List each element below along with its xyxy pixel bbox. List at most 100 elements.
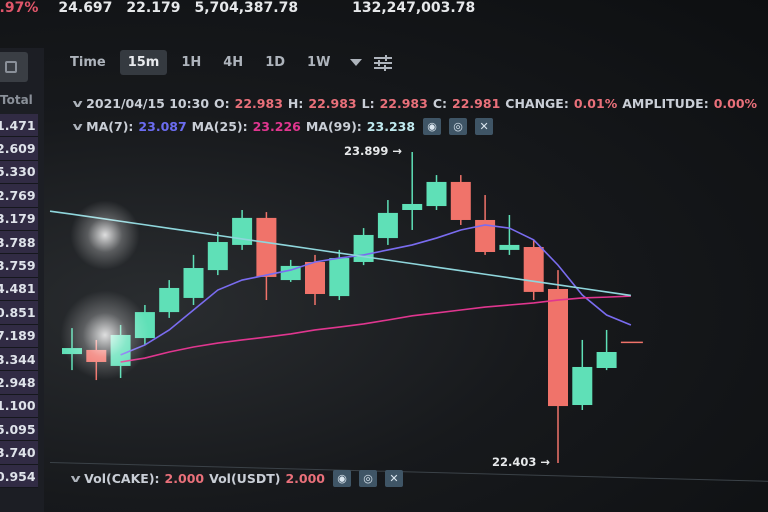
low-label: L: [361, 96, 375, 111]
candle-body [183, 268, 204, 298]
tab-4h[interactable]: 4H [223, 55, 244, 70]
ticker-volume-base: 5,704,387.78 [194, 0, 299, 16]
orderbook-row[interactable]: 3.759 [0, 254, 38, 278]
candle-body [548, 289, 568, 407]
chevron-down-icon[interactable]: v [72, 97, 83, 110]
candle-body [475, 219, 496, 252]
max-price-label: 23.899 [344, 144, 389, 158]
candle-body [523, 247, 544, 292]
ticker-volume-quote: 132,247,003.78 [352, 0, 476, 16]
triangle-down-icon[interactable] [350, 59, 363, 66]
ma25-value: 23.226 [252, 119, 301, 134]
eye-icon[interactable]: ◉ [423, 118, 442, 135]
candle-body [256, 217, 277, 277]
orderbook-row[interactable]: 3.179 [0, 207, 38, 231]
ma7-line [120, 224, 632, 356]
candle-body [572, 366, 593, 406]
min-price-label: 22.403 [492, 455, 537, 469]
light-reflection [70, 200, 140, 270]
ohlc-date: 2021/04/15 10:30 [86, 96, 210, 111]
orderbook-row[interactable]: 4.481 [0, 277, 38, 302]
orderbook-row[interactable]: 5.095 [0, 418, 38, 442]
candle-body [450, 181, 471, 220]
close-label: C: [432, 96, 448, 111]
orderbook-row[interactable]: 2.948 [0, 371, 38, 395]
volume-legend: v Vol(CAKE): 2.000 Vol(USDT) 2.000 ◉ ◎ ✕ [70, 470, 403, 487]
eye-icon[interactable]: ◉ [333, 470, 351, 487]
high-value: 22.983 [308, 96, 357, 111]
max-price-annotation: 23.899 → [344, 144, 402, 158]
tab-1h[interactable]: 1H [181, 55, 202, 70]
amplitude-label: AMPLITUDE: [622, 96, 709, 111]
tab-time[interactable]: Time [70, 55, 106, 70]
ticker-low: 22.179 [126, 0, 181, 16]
amplitude-value: 0.00% [713, 96, 758, 111]
tab-1w[interactable]: 1W [307, 55, 331, 70]
candle-body [499, 244, 520, 250]
orderbook-panel: Total 1.471 2.609 5.330 2.769 3.179 3.788 3.75… [0, 48, 44, 512]
ma99-line [49, 210, 632, 297]
orderbook-rows: 1.471 2.609 5.330 2.769 3.179 3.788 3.759 4.481… [0, 114, 38, 489]
ma-legend: v MA(7): 23.087 MA(25): 23.226 MA(99): 23.2… [72, 118, 494, 135]
orderbook-row[interactable]: 1.471 [0, 114, 38, 138]
ma99-value: 23.238 [366, 119, 416, 134]
vol-usdt-label: Vol(USDT) [209, 471, 281, 486]
candle-body [159, 287, 180, 313]
tab-15m[interactable]: 15m [119, 50, 168, 75]
arrow-right-icon: → [540, 455, 551, 469]
candle-body [232, 217, 253, 245]
close-icon[interactable]: ✕ [475, 118, 494, 135]
change-label: CHANGE: [505, 96, 569, 111]
orderbook-total-header: Total [0, 93, 33, 107]
ticker-bar: -5.97% 24.697 22.179 5,704,387.78 132,24… [0, 0, 475, 18]
min-price-annotation: 22.403 → [492, 455, 550, 469]
orderbook-layout-button[interactable] [0, 52, 28, 82]
ticker-change: -5.97% [0, 0, 39, 16]
vol-cake-label: Vol(CAKE): [84, 471, 160, 486]
ma25-line [120, 295, 631, 363]
layout-icon [5, 61, 17, 73]
open-value: 22.983 [234, 96, 283, 111]
settings-icon[interactable]: ◎ [449, 118, 468, 135]
chevron-down-icon[interactable]: v [72, 120, 83, 133]
candle-body [280, 265, 301, 281]
ticker-high: 24.697 [58, 0, 113, 16]
orderbook-row[interactable]: 5.330 [0, 160, 38, 185]
orderbook-row[interactable]: 7.189 [0, 324, 38, 348]
ma25-label: MA(25): [191, 119, 248, 134]
high-label: H: [287, 96, 304, 111]
light-reflection [60, 290, 150, 380]
orderbook-row[interactable]: 2.769 [0, 184, 38, 208]
candle-body [402, 203, 423, 211]
chevron-down-icon[interactable]: v [70, 472, 81, 485]
orderbook-row[interactable]: 3.740 [0, 441, 38, 465]
ma7-value: 23.087 [138, 119, 187, 134]
sliders-icon[interactable] [374, 54, 393, 71]
vol-usdt-value: 2.000 [285, 471, 325, 486]
arrow-right-icon: → [392, 144, 403, 158]
candle-body [207, 242, 228, 271]
orderbook-row[interactable]: 3.788 [0, 230, 38, 255]
candle-body [329, 258, 350, 297]
candle-body [305, 261, 325, 294]
settings-icon[interactable]: ◎ [359, 470, 377, 487]
interval-toolbar: Time 15m 1H 4H 1D 1W [62, 50, 393, 75]
ohlc-legend: v 2021/04/15 10:30 O: 22.983 H: 22.983 L: 2… [72, 96, 758, 111]
orderbook-row[interactable]: 3.344 [0, 347, 38, 372]
open-label: O: [214, 96, 230, 111]
vol-cake-value: 2.000 [164, 471, 205, 486]
orderbook-row[interactable]: 0.954 [0, 464, 38, 489]
ma99-label: MA(99): [305, 119, 362, 134]
change-value: 0.01% [573, 96, 618, 111]
orderbook-row[interactable]: 0.851 [0, 301, 38, 325]
close-value: 22.981 [452, 96, 501, 111]
orderbook-row[interactable]: 2.609 [0, 137, 38, 161]
candle-body [596, 352, 617, 369]
tab-1d[interactable]: 1D [265, 55, 286, 70]
low-value: 22.983 [379, 96, 428, 111]
close-icon[interactable]: ✕ [385, 470, 403, 487]
orderbook-row[interactable]: 1.100 [0, 394, 38, 419]
candle-body [426, 181, 447, 207]
candle-body [377, 212, 398, 239]
ma7-label: MA(7): [86, 119, 134, 134]
